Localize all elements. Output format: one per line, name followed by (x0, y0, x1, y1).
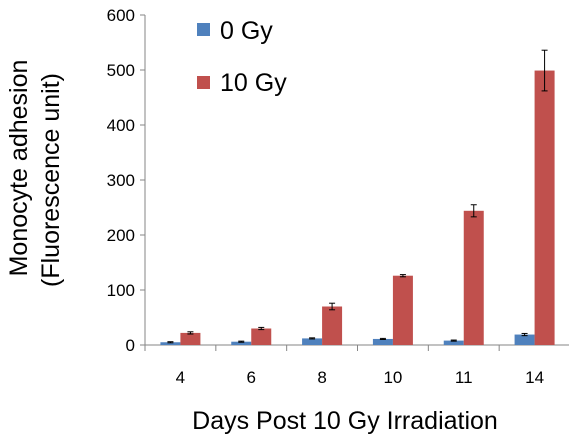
x-tick-label: 11 (455, 368, 473, 387)
bar-0-gy (514, 334, 535, 345)
y-tick-label: 400 (107, 116, 135, 135)
y-tick-label: 300 (107, 171, 135, 190)
y-tick-label: 200 (107, 226, 135, 245)
x-axis-title: Days Post 10 Gy Irradiation (192, 407, 498, 435)
x-tick-label: 10 (383, 368, 402, 387)
bar-10-gy (463, 210, 484, 345)
legend-swatch-10-gy (197, 76, 210, 89)
bar-10-gy (251, 328, 272, 345)
x-tick-label: 6 (247, 368, 256, 387)
x-tick-label: 4 (176, 368, 185, 387)
x-axis: 4 6 8 10 11 14 (144, 344, 569, 387)
bar-10-gy (322, 306, 343, 345)
bar-0-gy (443, 340, 464, 345)
legend-label-10-gy: 10 Gy (220, 69, 287, 97)
y-axis: 0 100 200 300 400 500 600 (107, 6, 146, 355)
legend-label-0-gy: 0 Gy (220, 17, 273, 45)
error-bars (167, 49, 548, 344)
bar-10-gy (180, 332, 201, 345)
y-tick-label: 0 (126, 336, 135, 355)
bar-0-gy (372, 338, 393, 345)
bar-0-gy (231, 341, 252, 345)
y-axis-title-line1: Monocyte adhesion (5, 60, 33, 277)
y-tick-label: 100 (107, 281, 135, 300)
bar-10-gy (392, 275, 413, 345)
bar-10-gy (534, 70, 555, 346)
y-axis-title-line2: (Fluorescence unit) (37, 73, 65, 287)
bars (160, 70, 555, 346)
x-tick-label: 8 (317, 368, 326, 387)
legend: 0 Gy 10 Gy (197, 17, 287, 97)
x-tick-label: 14 (525, 368, 544, 387)
legend-swatch-0-gy (197, 23, 210, 36)
bar-0-gy (160, 342, 181, 345)
y-tick-label: 600 (107, 6, 135, 25)
y-tick-label: 500 (107, 61, 135, 80)
bar-0-gy (302, 338, 323, 345)
